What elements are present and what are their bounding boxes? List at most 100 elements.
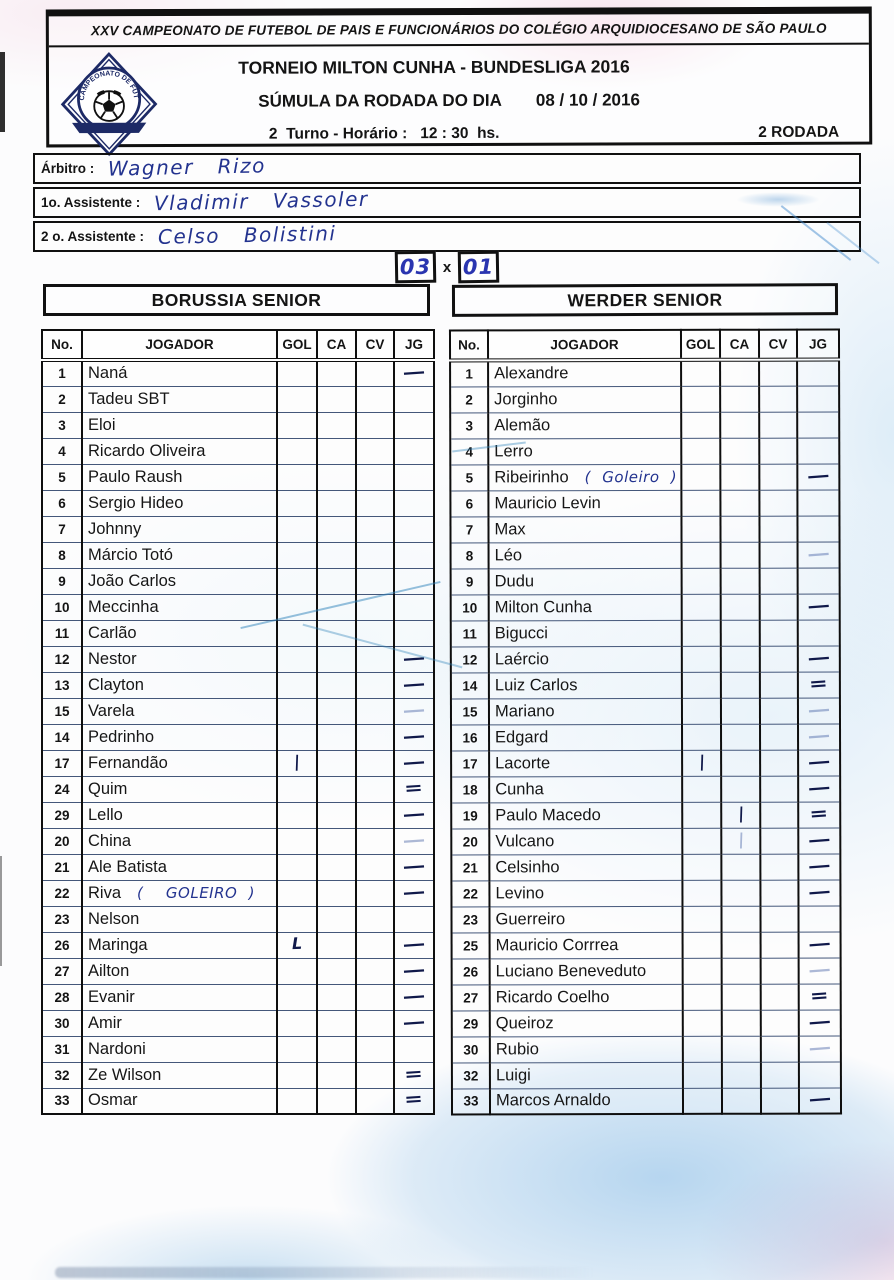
jg-cell: [393, 906, 435, 933]
gol-cell: [276, 698, 318, 725]
assistente1-name-handwritten: Vladimir Vassoler: [153, 186, 369, 215]
cv-cell: [760, 983, 799, 1010]
player-name-cell: Celsinho: [489, 853, 683, 881]
player-number: 26: [41, 932, 83, 959]
player-name: Evanir: [88, 987, 135, 1006]
player-name-cell: Rubio: [489, 1035, 683, 1063]
jg-handwritten-mark: —: [402, 1010, 426, 1034]
jg-handwritten-mark: —: [807, 776, 832, 799]
player-name-cell: Luciano Beneveduto: [489, 957, 683, 985]
player-name-cell: Paulo Raush: [81, 464, 278, 491]
cv-cell: [760, 957, 799, 984]
player-row: 4 Lerro: [450, 437, 840, 465]
jg-handwritten-mark: —: [402, 802, 426, 826]
player-number: 7: [450, 516, 489, 543]
player-name: Márcio Totó: [88, 545, 173, 564]
player-row: 17 Fernandão | —: [41, 750, 435, 777]
player-name: Maringa: [88, 935, 148, 954]
jg-cell: —: [797, 697, 841, 724]
match-date: 08 / 10 / 2016: [535, 90, 640, 110]
arbitro-row: Árbitro : Wagner Rizo: [33, 153, 861, 184]
away-roster-table: No. JOGADOR GOL CA CV JG 1 Alexandre 2 Jorg…: [448, 328, 843, 1116]
player-row: 22 Levino —: [451, 879, 841, 907]
player-row: 6 Sergio Hideo: [41, 490, 435, 517]
jg-cell: —: [393, 984, 435, 1011]
player-name-cell: João Carlos: [81, 568, 278, 595]
player-name: Ze Wilson: [88, 1065, 162, 1084]
assistente2-row: 2 o. Assistente : Celso Bolistini: [33, 221, 861, 252]
player-name-cell: Osmar: [81, 1088, 278, 1115]
jg-cell: —: [393, 724, 435, 751]
player-number: 6: [41, 490, 83, 517]
player-row: 10 Milton Cunha —: [450, 593, 840, 621]
cv-cell: [355, 464, 395, 491]
gol-cell: [276, 984, 318, 1011]
gol-cell: [276, 438, 318, 465]
player-number: 33: [41, 1088, 83, 1115]
player-name: Luigi: [495, 1065, 531, 1084]
ca-cell: [316, 1010, 357, 1037]
player-row: 32 Luigi: [451, 1061, 841, 1089]
player-name-cell: Sergio Hideo: [81, 490, 278, 517]
gol-cell: [682, 905, 722, 932]
player-row: 20 Vulcano | —: [451, 827, 841, 855]
ca-cell: [721, 1061, 761, 1088]
cv-cell: [760, 801, 799, 828]
jg-cell: [393, 542, 435, 569]
cv-cell: [759, 697, 799, 724]
ca-cell: [721, 931, 761, 958]
gol-cell: [681, 619, 721, 646]
player-row: 3 Alemão: [450, 411, 840, 439]
ca-cell: [316, 412, 357, 439]
cv-cell: [759, 567, 798, 594]
jg-cell: —: [797, 645, 840, 672]
ca-cell: [316, 802, 357, 829]
jg-cell: [393, 620, 435, 647]
player-number: 9: [41, 568, 83, 595]
jg-handwritten-mark: —: [806, 464, 831, 487]
cv-cell: [355, 776, 395, 803]
cv-cell: [355, 932, 395, 959]
jg-cell: —: [798, 723, 841, 750]
assistente2-name-handwritten: Celso Bolistini: [157, 220, 337, 249]
player-row: 26 Luciano Beneveduto —: [451, 957, 841, 985]
player-name-cell: Márcio Totó: [81, 542, 278, 569]
jg-handwritten-mark: —: [807, 1036, 832, 1059]
col-ca: CA: [316, 329, 357, 362]
player-name-cell: Mariano: [488, 697, 683, 725]
turno-line: 2 Turno - Horário : 12 : 30 hs. 2 RODADA: [49, 124, 869, 145]
player-name: Mauricio Levin: [494, 493, 601, 512]
ca-cell: [721, 775, 761, 802]
jg-cell: [393, 464, 435, 491]
player-row: 10 Meccinha: [41, 594, 435, 621]
gol-cell: [681, 385, 721, 412]
arbitro-label: Árbitro :: [41, 161, 98, 176]
player-row: 2 Jorginho: [450, 385, 840, 413]
player-row: 17 Lacorte | —: [451, 749, 841, 777]
player-number: 20: [41, 828, 83, 855]
player-name: China: [88, 831, 132, 850]
cv-cell: [355, 386, 395, 413]
roster-header-row: No. JOGADOR GOL CA CV JG: [41, 329, 435, 362]
player-row: 33 Marcos Arnaldo —: [451, 1087, 842, 1115]
jg-cell: —: [798, 1087, 842, 1114]
cv-cell: [760, 775, 799, 802]
score-separator: x: [442, 258, 452, 276]
gol-cell: |: [682, 749, 722, 776]
gol-cell: [682, 1087, 723, 1114]
player-row: 23 Guerreiro: [451, 905, 841, 933]
player-name-cell: Luigi: [489, 1061, 683, 1089]
player-name: Quim: [88, 779, 128, 798]
player-name: Clayton: [88, 675, 144, 694]
player-name-cell: Naná: [81, 360, 278, 387]
ca-cell: [720, 541, 760, 568]
jg-cell: [797, 567, 840, 594]
cv-cell: [355, 906, 395, 933]
jg-handwritten-mark: —: [807, 958, 832, 981]
player-name: Nestor: [88, 649, 137, 668]
player-name: Ale Batista: [88, 857, 167, 876]
cv-cell: [759, 411, 798, 438]
player-name-cell: Amir: [81, 1010, 278, 1037]
gol-cell: [682, 1035, 722, 1062]
